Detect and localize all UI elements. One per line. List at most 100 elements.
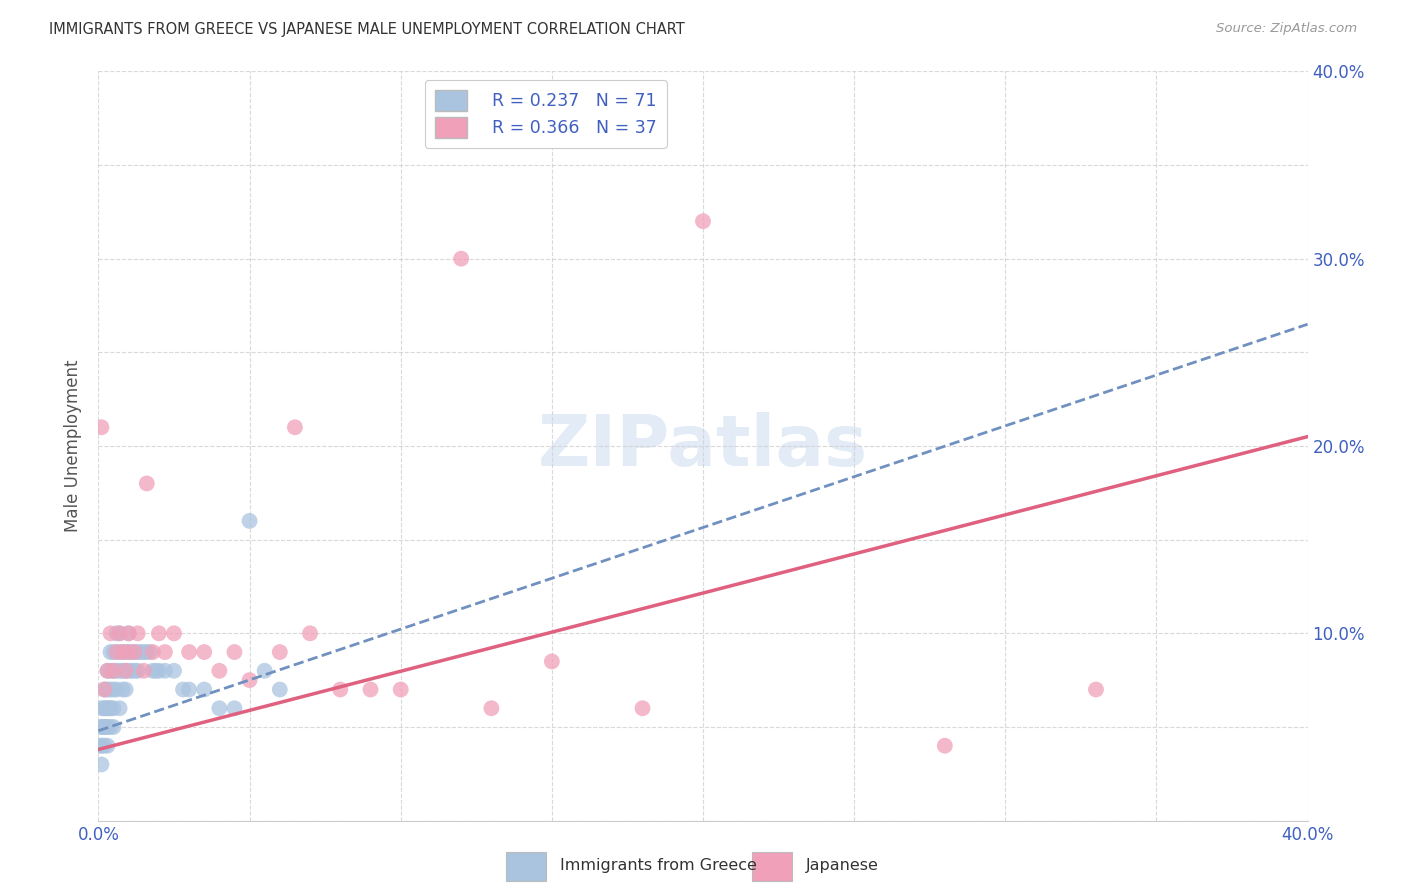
Point xyxy=(179,645,201,659)
Point xyxy=(329,682,352,697)
Point xyxy=(108,626,131,640)
Legend:   R = 0.237   N = 71,   R = 0.366   N = 37: R = 0.237 N = 71, R = 0.366 N = 37 xyxy=(425,80,666,148)
Point xyxy=(100,664,122,678)
Point xyxy=(105,626,128,640)
Point xyxy=(90,701,112,715)
Point xyxy=(239,514,262,528)
Point xyxy=(127,626,149,640)
Point xyxy=(111,682,134,697)
Point xyxy=(108,645,131,659)
Point xyxy=(96,682,118,697)
Point xyxy=(118,626,141,640)
Text: Source: ZipAtlas.com: Source: ZipAtlas.com xyxy=(1216,22,1357,36)
Point xyxy=(93,682,115,697)
FancyBboxPatch shape xyxy=(506,852,546,881)
Point xyxy=(127,664,149,678)
Point xyxy=(208,701,231,715)
Point xyxy=(360,682,382,697)
Point xyxy=(224,645,246,659)
Point xyxy=(121,645,143,659)
Point xyxy=(450,252,472,266)
Text: IMMIGRANTS FROM GREECE VS JAPANESE MALE UNEMPLOYMENT CORRELATION CHART: IMMIGRANTS FROM GREECE VS JAPANESE MALE … xyxy=(49,22,685,37)
Point xyxy=(142,645,165,659)
Point xyxy=(96,664,118,678)
Point xyxy=(172,682,194,697)
Point xyxy=(93,701,115,715)
Point xyxy=(135,645,157,659)
Point xyxy=(90,420,112,434)
Point xyxy=(100,645,122,659)
Point xyxy=(103,682,125,697)
Point xyxy=(93,720,115,734)
Point xyxy=(90,739,112,753)
Point xyxy=(631,701,654,715)
Point xyxy=(148,664,170,678)
Point xyxy=(153,664,176,678)
Point xyxy=(100,701,122,715)
Point xyxy=(105,664,128,678)
Point xyxy=(540,655,562,669)
Point xyxy=(481,701,503,715)
Point xyxy=(96,701,118,715)
Point xyxy=(163,664,186,678)
Point xyxy=(124,645,146,659)
Point xyxy=(111,645,134,659)
Point xyxy=(114,682,136,697)
Point xyxy=(389,682,412,697)
Point xyxy=(96,720,118,734)
Point xyxy=(132,664,155,678)
Point xyxy=(90,720,112,734)
Point xyxy=(103,664,125,678)
Point xyxy=(90,720,112,734)
Point xyxy=(153,645,176,659)
Point xyxy=(132,645,155,659)
Point xyxy=(269,682,291,697)
Point xyxy=(118,664,141,678)
Point xyxy=(135,476,157,491)
Point xyxy=(124,664,146,678)
Point xyxy=(127,645,149,659)
Point xyxy=(269,645,291,659)
Point xyxy=(90,757,112,772)
Point xyxy=(148,626,170,640)
Point xyxy=(114,664,136,678)
Point xyxy=(103,701,125,715)
Point xyxy=(299,626,322,640)
Point xyxy=(96,664,118,678)
Point xyxy=(103,664,125,678)
Point xyxy=(100,626,122,640)
Point xyxy=(103,720,125,734)
Point xyxy=(142,664,165,678)
Point xyxy=(93,720,115,734)
Point xyxy=(692,214,714,228)
Point xyxy=(129,645,152,659)
Text: Immigrants from Greece: Immigrants from Greece xyxy=(560,858,756,872)
Point xyxy=(145,664,167,678)
Point xyxy=(105,645,128,659)
Point xyxy=(93,682,115,697)
Point xyxy=(118,626,141,640)
Point xyxy=(193,645,215,659)
Point xyxy=(934,739,956,753)
Point xyxy=(105,682,128,697)
Point xyxy=(208,664,231,678)
Point xyxy=(253,664,276,678)
Point xyxy=(108,664,131,678)
Point xyxy=(114,664,136,678)
Point xyxy=(1085,682,1108,697)
Point xyxy=(100,720,122,734)
Text: Japanese: Japanese xyxy=(806,858,879,872)
Point xyxy=(284,420,307,434)
Point xyxy=(96,739,118,753)
Point xyxy=(121,664,143,678)
Text: ZIPatlas: ZIPatlas xyxy=(538,411,868,481)
Point xyxy=(96,720,118,734)
Point xyxy=(96,701,118,715)
Point xyxy=(139,645,162,659)
Point xyxy=(108,626,131,640)
Point xyxy=(224,701,246,715)
Point xyxy=(93,701,115,715)
Point xyxy=(111,645,134,659)
Point xyxy=(118,645,141,659)
Point xyxy=(111,664,134,678)
